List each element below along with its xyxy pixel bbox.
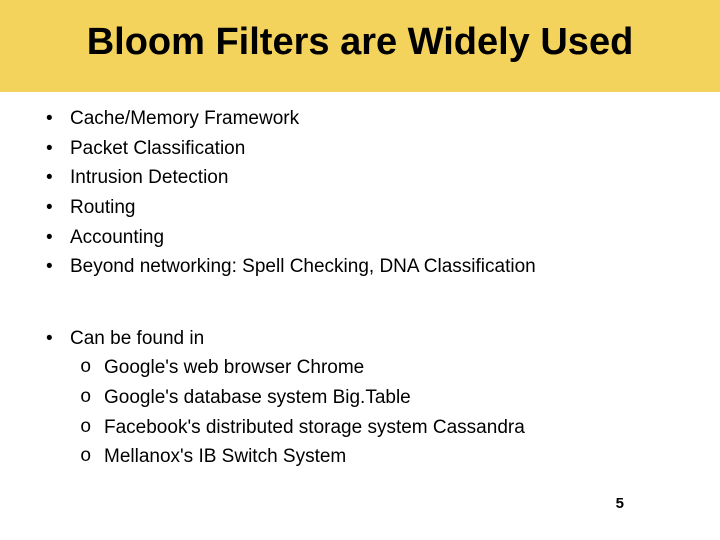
bullet-text: Cache/Memory Framework	[70, 108, 299, 129]
sub-bullet-text: Google's web browser Chrome	[104, 357, 364, 378]
title-band: Bloom Filters are Widely Used	[0, 0, 720, 92]
bullet-text: Packet Classification	[70, 138, 245, 159]
bullet-text: Routing	[70, 197, 136, 218]
list-item: Can be found in Google's web browser Chr…	[40, 326, 680, 470]
sub-list-item: Google's web browser Chrome	[70, 355, 680, 381]
sub-list-item: Mellanox's IB Switch System	[70, 444, 680, 470]
list-item: Accounting	[40, 225, 680, 251]
sub-bullet-list: Google's web browser Chrome Google's dat…	[70, 355, 680, 470]
sub-list-item: Google's database system Big.Table	[70, 385, 680, 411]
list-item: Intrusion Detection	[40, 165, 680, 191]
page-number: 5	[616, 495, 624, 512]
sub-list-item: Facebook's distributed storage system Ca…	[70, 415, 680, 441]
slide-title: Bloom Filters are Widely Used	[20, 22, 700, 64]
sub-bullet-text: Facebook's distributed storage system Ca…	[104, 417, 525, 438]
slide: Bloom Filters are Widely Used Cache/Memo…	[0, 0, 720, 540]
list-item: Packet Classification	[40, 136, 680, 162]
list-item: Routing	[40, 195, 680, 221]
bullet-text: Can be found in	[70, 328, 204, 349]
bullet-text: Accounting	[70, 227, 164, 248]
bullet-list-1: Cache/Memory Framework Packet Classifica…	[40, 106, 680, 280]
sub-bullet-text: Google's database system Big.Table	[104, 387, 411, 408]
bullet-text: Beyond networking: Spell Checking, DNA C…	[70, 256, 536, 277]
list-item: Beyond networking: Spell Checking, DNA C…	[40, 254, 680, 280]
sub-bullet-text: Mellanox's IB Switch System	[104, 446, 346, 467]
bullet-list-2: Can be found in Google's web browser Chr…	[40, 326, 680, 470]
slide-body: Cache/Memory Framework Packet Classifica…	[0, 92, 720, 470]
list-item: Cache/Memory Framework	[40, 106, 680, 132]
bullet-text: Intrusion Detection	[70, 167, 228, 188]
